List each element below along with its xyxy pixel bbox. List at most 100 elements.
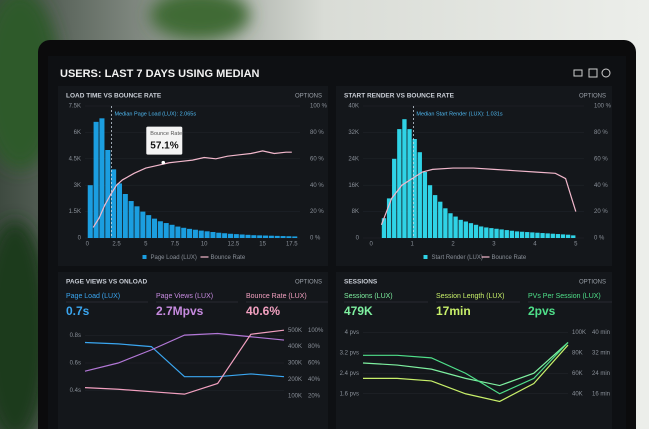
line-series (84, 332, 285, 372)
histogram-bar (263, 235, 269, 238)
y-tick-label: 8K (352, 209, 359, 215)
tooltip-title: Bounce Rate (150, 131, 182, 137)
histogram-bar (381, 218, 387, 238)
line-series (362, 342, 569, 387)
histogram-bar (239, 234, 245, 238)
histogram-bar (468, 223, 474, 238)
y-tick-label: 0 (356, 236, 360, 242)
kpi-value: 17min (436, 304, 471, 318)
y3-tick-label: 40% (308, 377, 321, 383)
x-tick-label: 7.5 (171, 242, 180, 248)
histogram-bar (227, 233, 233, 238)
y-tick-label: 3.2 pvs (340, 350, 359, 356)
histogram-bar (386, 198, 392, 238)
header-title: USERS: LAST 7 DAYS USING MEDIAN (60, 68, 260, 80)
y2-tick-label: 500K (288, 328, 302, 334)
kpi-label: Bounce Rate (LUX) (246, 293, 307, 300)
histogram-bar (560, 234, 566, 238)
y2-tick-label: 300K (288, 361, 302, 367)
x-tick-label: 1 (410, 242, 414, 248)
histogram-bar (473, 224, 479, 238)
histogram-bar (427, 185, 433, 238)
y2-tick-label: 100K (572, 330, 586, 336)
y3-tick-label: 16 min (592, 391, 610, 397)
histogram-bar (216, 232, 222, 238)
x-tick-label: 5 (574, 242, 578, 248)
x-tick-label: 3 (492, 242, 496, 248)
histogram-bar (152, 218, 158, 238)
histogram-bar (571, 235, 576, 238)
x-tick-label: 15 (259, 242, 266, 248)
legend-label: Start Render (LUX) (432, 255, 483, 261)
histogram-bar (509, 230, 515, 238)
histogram-bar (504, 230, 509, 238)
options-button[interactable]: OPTIONS (579, 94, 606, 100)
histogram-bar (210, 232, 216, 238)
histogram-bar (530, 232, 535, 238)
options-button[interactable]: OPTIONS (579, 280, 606, 286)
histogram-bar (535, 232, 540, 238)
y2-tick-label: 400K (288, 344, 302, 350)
x-tick-label: 4 (533, 242, 537, 248)
y-tick-label: 6K (74, 130, 81, 136)
histogram-bar (105, 150, 111, 238)
x-tick-label: 17.5 (286, 242, 298, 248)
x-tick-label: 0 (370, 242, 374, 248)
options-button[interactable]: OPTIONS (295, 94, 322, 100)
y-tick-label: 32K (348, 130, 359, 136)
header-icons (573, 68, 611, 78)
legend-swatch (142, 255, 147, 259)
x-tick-label: 2 (451, 242, 455, 248)
histogram-bar (463, 221, 468, 238)
histogram-bar (407, 129, 412, 238)
histogram-bar (499, 229, 504, 238)
y2-tick-label: 20 % (310, 209, 324, 215)
y2-tick-label: 40K (572, 391, 583, 397)
median-label: Median Page Load (LUX): 2.065s (114, 111, 196, 117)
y2-tick-label: 20 % (594, 209, 608, 215)
histogram-bar (545, 233, 550, 238)
histogram-bar (116, 183, 122, 238)
y-tick-label: 4.5K (69, 156, 81, 162)
options-button[interactable]: OPTIONS (295, 280, 322, 286)
line-series (363, 344, 569, 403)
tooltip-point (161, 160, 166, 165)
y2-tick-label: 60K (572, 371, 583, 377)
histogram-bar (198, 230, 204, 238)
line-series (363, 342, 569, 395)
y3-tick-label: 32 min (592, 350, 610, 356)
panel-title: SESSIONS (344, 279, 378, 286)
line-series (84, 341, 285, 378)
y3-tick-label: 80% (308, 344, 321, 350)
histogram-bar (550, 233, 555, 238)
histogram-bar (128, 201, 134, 238)
histogram-bar (565, 234, 571, 238)
histogram-bar (204, 231, 210, 238)
histogram-bar (422, 172, 428, 238)
kpi-label: PVs Per Session (LUX) (528, 293, 601, 300)
y3-tick-label: 40 min (592, 330, 610, 336)
histogram-bar (146, 215, 152, 238)
x-tick-label: 5 (144, 242, 148, 248)
histogram-bar (257, 235, 263, 238)
histogram-bar (87, 185, 93, 238)
histogram-bar (392, 158, 397, 238)
y2-tick-label: 60 % (310, 156, 324, 162)
histogram-bar (489, 228, 494, 238)
histogram-bar (122, 194, 128, 238)
legend-label: Page Load (LUX) (151, 255, 197, 261)
y2-tick-label: 0 % (594, 236, 605, 242)
y2-tick-label: 200K (288, 377, 302, 383)
histogram-bar (453, 216, 458, 238)
y-tick-label: 24K (348, 156, 359, 162)
y3-tick-label: 24 min (592, 371, 610, 377)
y-tick-label: 0.8s (70, 333, 81, 339)
histogram-bar (412, 139, 417, 238)
kpi-label: Page Load (LUX) (66, 293, 120, 300)
histogram-bar (99, 118, 105, 238)
histogram-bar (280, 236, 286, 238)
y-tick-label: 16K (348, 183, 359, 189)
histogram-bar (479, 226, 484, 238)
x-tick-label: 0 (86, 242, 90, 248)
